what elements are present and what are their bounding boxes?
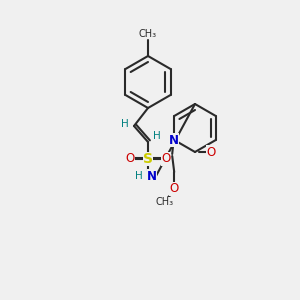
Text: CH₃: CH₃ (139, 29, 157, 39)
Text: H: H (121, 119, 129, 129)
Text: O: O (125, 152, 135, 166)
Text: N: N (169, 134, 179, 146)
Text: O: O (206, 146, 216, 158)
Text: S: S (143, 152, 153, 166)
Text: CH₃: CH₃ (155, 197, 173, 207)
Text: N: N (147, 169, 157, 182)
Text: O: O (169, 182, 179, 196)
Text: H: H (135, 171, 143, 181)
Text: H: H (153, 131, 161, 141)
Text: O: O (161, 152, 171, 166)
